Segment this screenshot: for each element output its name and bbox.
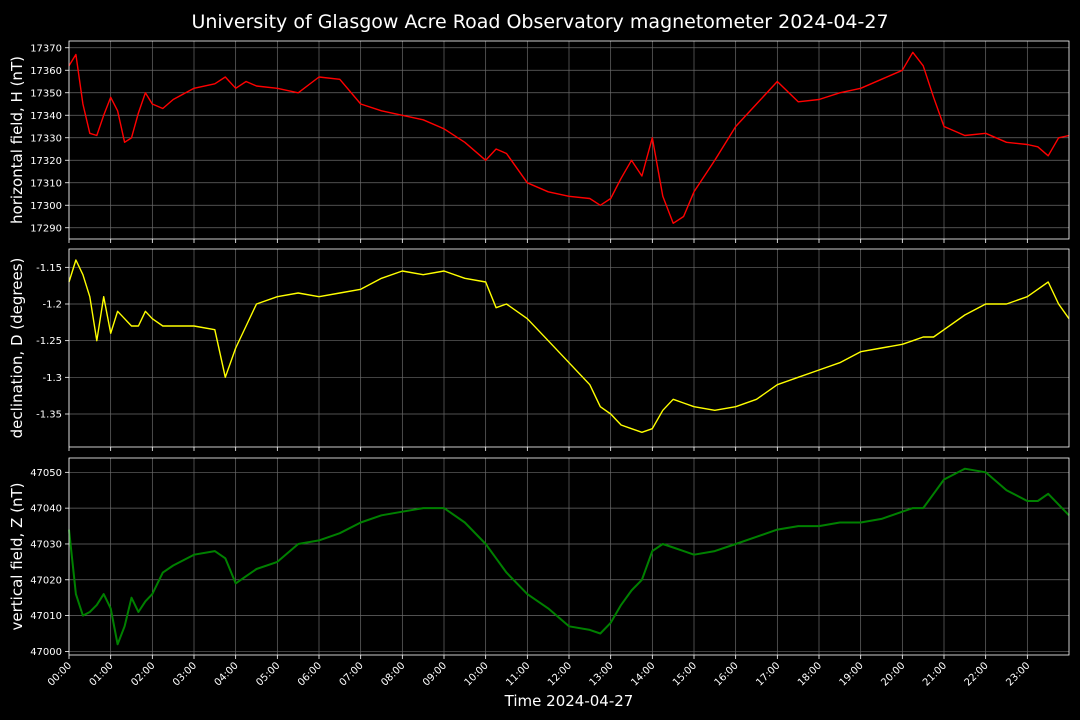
x-axis-label: Time 2024-04-27 (504, 692, 634, 710)
x-tick-label: 10:00 (463, 660, 491, 688)
x-tick-label: 20:00 (879, 660, 907, 688)
x-tick-label: 23:00 (1004, 660, 1032, 688)
plot-frame (68, 40, 1070, 240)
plot-frame (68, 457, 1070, 656)
x-tick-label: 08:00 (379, 660, 407, 688)
chart-title: University of Glasgow Acre Road Observat… (191, 11, 888, 33)
y-tick-label: 17320 (30, 156, 62, 167)
y-tick-label: 47000 (30, 647, 62, 658)
y-tick-label: -1.2 (42, 300, 62, 311)
y-tick-label: -1.3 (42, 373, 62, 384)
y-tick-label: -1.35 (36, 410, 62, 421)
x-axis: 00:00 01:00 02:00 03:00 04:00 05:00 06:00 07:00… (46, 660, 1032, 688)
y-tick-label: 47020 (30, 575, 62, 586)
y-tick-label: 17300 (30, 201, 62, 212)
y-tick-label: 47010 (30, 611, 62, 622)
y-tick-label: 47050 (30, 468, 62, 479)
x-tick-label: 03:00 (171, 660, 199, 688)
y-tick-label: 47030 (30, 539, 62, 550)
series-line-2 (68, 259, 1070, 433)
y-tick-label: 17310 (30, 178, 62, 189)
x-tick-label: 15:00 (671, 660, 699, 688)
y-tick-label: 17350 (30, 88, 62, 99)
x-tick-label: 09:00 (421, 660, 449, 688)
panel-3: 47000 47010 47020 47030 47040 47050 vertical f… (8, 457, 1070, 659)
y-tick-label: 17330 (30, 133, 62, 144)
plot-frame (68, 248, 1070, 448)
y-tick-label: 47040 (30, 504, 62, 515)
series-line-1 (68, 51, 1070, 225)
x-tick-label: 13:00 (588, 660, 616, 688)
x-tick-label: 22:00 (963, 660, 991, 688)
y-axis-label: declination, D (degrees) (8, 258, 26, 439)
y-tick-label: -1.15 (36, 263, 62, 274)
x-tick-label: 14:00 (629, 660, 657, 688)
chart-panels: 17290 17300 17310 17320 17330 17340 17350 17360… (8, 40, 1070, 659)
x-tick-label: 04:00 (213, 660, 241, 688)
x-tick-label: 06:00 (296, 660, 324, 688)
x-tick-label: 12:00 (546, 660, 574, 688)
y-tick-label: 17290 (30, 223, 62, 234)
y-tick-label: 17340 (30, 111, 62, 122)
y-tick-label: 17360 (30, 66, 62, 77)
series-line-3 (68, 467, 1070, 646)
y-tick-label: -1.25 (36, 336, 62, 347)
panel-1: 17290 17300 17310 17320 17330 17340 17350 17360… (8, 40, 1070, 243)
x-tick-label: 07:00 (338, 660, 366, 688)
x-tick-label: 11:00 (504, 660, 532, 688)
y-axis-label: horizontal field, H (nT) (8, 56, 26, 224)
y-tick-label: 17370 (30, 43, 62, 54)
x-tick-label: 21:00 (921, 660, 949, 688)
x-tick-label: 01:00 (88, 660, 116, 688)
x-tick-label: 00:00 (46, 660, 74, 688)
x-tick-label: 19:00 (838, 660, 866, 688)
x-tick-label: 17:00 (754, 660, 782, 688)
x-tick-label: 05:00 (254, 660, 282, 688)
panel-2: -1.35 -1.3 -1.25 -1.2 -1.15 declination, D (d… (8, 248, 1070, 451)
y-axis-label: vertical field, Z (nT) (8, 482, 26, 630)
x-tick-label: 18:00 (796, 660, 824, 688)
x-tick-label: 16:00 (713, 660, 741, 688)
x-tick-label: 02:00 (129, 660, 157, 688)
